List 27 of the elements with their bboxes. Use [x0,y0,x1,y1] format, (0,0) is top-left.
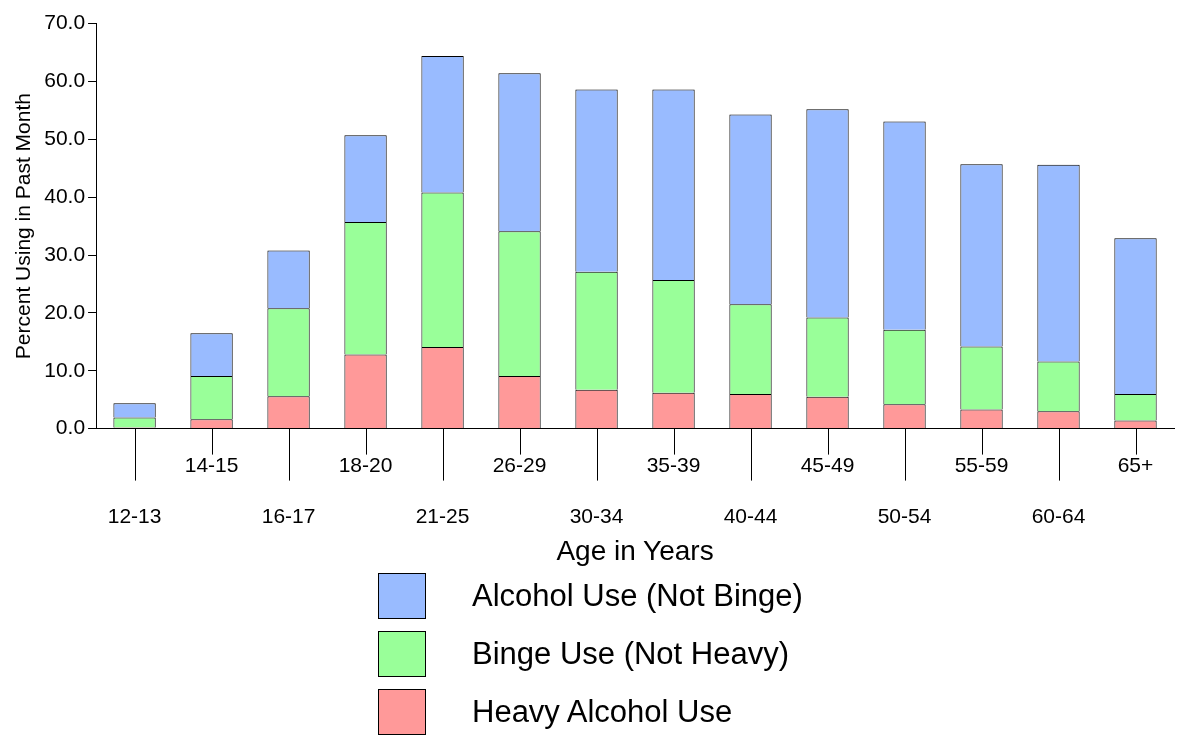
x-tick-label: 26-29 [492,453,547,477]
x-tick-label: 14-15 [184,453,239,477]
x-tick-label: 16-17 [261,503,316,527]
y-tick-label: 20.0 [44,299,86,323]
y-tick-label: 70.0 [44,10,86,34]
x-tick-label: 50-54 [877,503,932,527]
x-tick-label: 60-64 [1031,503,1086,527]
x-tick-label: 18-20 [338,453,393,477]
x-tick-label: 30-34 [569,503,624,527]
x-tick-label: 12-13 [107,503,162,527]
x-tick-label: 40-44 [723,503,778,527]
x-axis-title: Age in Years [556,534,714,566]
y-tick-label: 10.0 [44,357,86,381]
y-tick-label: 0.0 [55,415,86,439]
x-tick-label: 21-25 [415,503,470,527]
y-axis-title: Percent Using in Past Month [11,93,35,360]
x-tick-label: 65+ [1117,453,1154,477]
y-tick-label: 40.0 [44,183,86,207]
y-tick-label: 30.0 [44,241,86,265]
y-tick-label: 50.0 [44,126,86,150]
legend-label: Heavy Alcohol Use [472,694,733,730]
legend-label: Alcohol Use (Not Binge) [472,578,803,614]
legend-label: Binge Use (Not Heavy) [472,636,790,672]
x-tick-label: 55-59 [954,453,1009,477]
x-tick-label: 45-49 [800,453,855,477]
x-tick-label: 35-39 [646,453,701,477]
y-tick-label: 60.0 [44,68,86,92]
